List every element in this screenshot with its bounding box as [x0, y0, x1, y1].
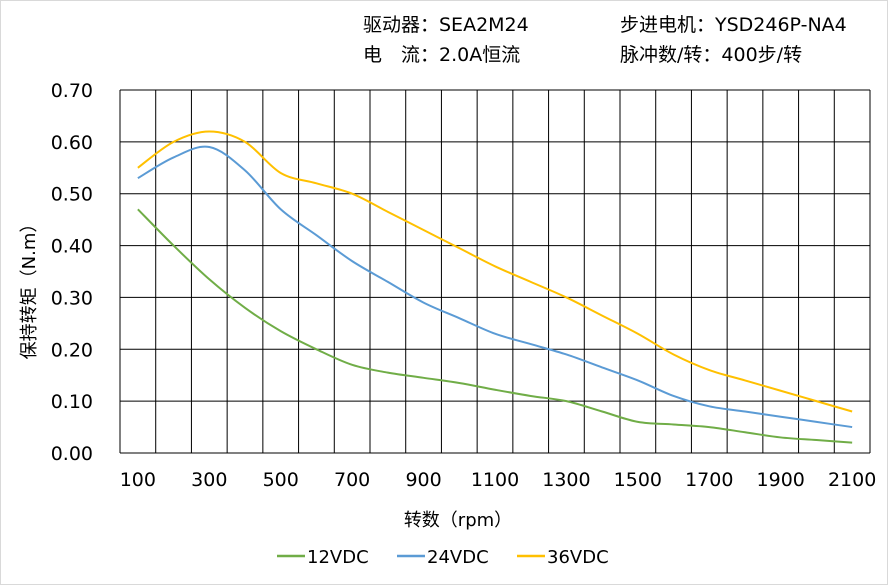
y-tick-label: 0.20 [51, 339, 93, 361]
legend-label: 24VDC [427, 547, 489, 568]
x-tick-label: 2100 [828, 469, 876, 491]
y-tick-label: 0.10 [51, 391, 93, 413]
y-tick-label: 0.70 [51, 80, 93, 102]
y-tick-label: 0.30 [51, 287, 93, 309]
x-tick-label: 300 [191, 469, 227, 491]
legend-label: 36VDC [547, 547, 609, 568]
x-tick-label: 500 [263, 469, 299, 491]
motor-label: 步进电机：YSD246P-NA4 [620, 14, 847, 36]
x-tick-label: 1100 [471, 469, 519, 491]
series-line-12vdc [137, 208, 853, 444]
current-label: 电 流：2.0A恒流 [363, 44, 521, 66]
series-line-36vdc [137, 130, 853, 413]
y-tick-label: 0.00 [51, 443, 93, 465]
y-tick-label: 0.60 [51, 132, 93, 154]
y-tick-label: 0.40 [51, 236, 93, 258]
x-tick-label: 1700 [685, 469, 733, 491]
legend-label: 12VDC [307, 547, 369, 568]
x-tick-label: 1900 [757, 469, 805, 491]
x-tick-label: 900 [405, 469, 441, 491]
driver-label: 驱动器：SEA2M24 [363, 14, 529, 36]
x-tick-label: 1500 [614, 469, 662, 491]
x-tick-label: 700 [334, 469, 370, 491]
y-axis-title: 保持转矩（N.m） [19, 215, 40, 360]
y-tick-label: 0.50 [51, 184, 93, 206]
series-line-24vdc [137, 145, 853, 429]
x-tick-label: 1300 [542, 469, 590, 491]
x-axis-title: 转数（rpm） [404, 510, 512, 531]
pulses-label: 脉冲数/转：400步/转 [620, 44, 803, 66]
x-tick-label: 100 [120, 469, 156, 491]
